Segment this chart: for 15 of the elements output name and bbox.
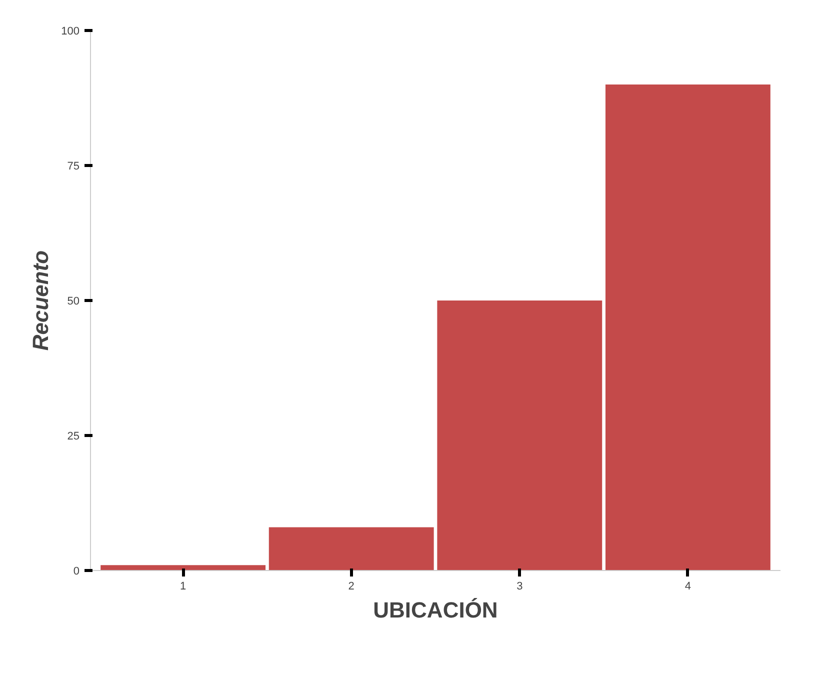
x-tick-label: 1 [180,580,186,592]
x-tick-label: 3 [516,580,523,592]
y-tick-label: 25 [67,430,80,442]
x-axis-title: UBICACIÓN [373,598,498,622]
y-tick-label: 100 [61,26,80,38]
x-tick-label: 4 [684,580,692,592]
y-tick-label: 75 [67,160,80,172]
bar [437,300,602,570]
y-axis-title: Recuento [28,250,54,351]
y-tick-label: 50 [67,296,80,308]
y-tick-label: 0 [73,566,80,578]
x-tick-label: 2 [348,580,354,592]
bar [100,565,266,570]
bar [605,84,770,570]
bar [268,527,434,570]
